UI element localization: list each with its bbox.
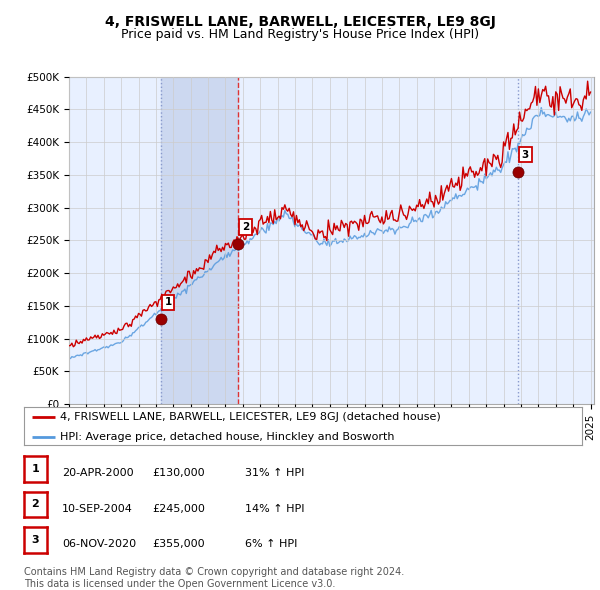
Text: 4, FRISWELL LANE, BARWELL, LEICESTER, LE9 8GJ (detached house): 4, FRISWELL LANE, BARWELL, LEICESTER, LE… <box>60 412 441 422</box>
Text: 10-SEP-2004: 10-SEP-2004 <box>62 504 133 514</box>
Text: 2: 2 <box>242 222 249 232</box>
Text: 1: 1 <box>32 464 39 474</box>
Text: Contains HM Land Registry data © Crown copyright and database right 2024.
This d: Contains HM Land Registry data © Crown c… <box>24 567 404 589</box>
Text: £355,000: £355,000 <box>152 539 205 549</box>
Text: 20-APR-2000: 20-APR-2000 <box>62 468 133 478</box>
Text: 4, FRISWELL LANE, BARWELL, LEICESTER, LE9 8GJ: 4, FRISWELL LANE, BARWELL, LEICESTER, LE… <box>104 15 496 29</box>
Text: 2: 2 <box>32 500 39 509</box>
Text: 14% ↑ HPI: 14% ↑ HPI <box>245 504 304 514</box>
Text: 3: 3 <box>32 535 39 545</box>
Bar <box>161 77 238 404</box>
Text: 6% ↑ HPI: 6% ↑ HPI <box>245 539 297 549</box>
Text: 1: 1 <box>164 297 172 307</box>
Text: £245,000: £245,000 <box>152 504 205 514</box>
Text: £130,000: £130,000 <box>152 468 205 478</box>
Text: Price paid vs. HM Land Registry's House Price Index (HPI): Price paid vs. HM Land Registry's House … <box>121 28 479 41</box>
Text: 31% ↑ HPI: 31% ↑ HPI <box>245 468 304 478</box>
Text: 06-NOV-2020: 06-NOV-2020 <box>62 539 136 549</box>
Text: HPI: Average price, detached house, Hinckley and Bosworth: HPI: Average price, detached house, Hinc… <box>60 432 395 442</box>
Text: 3: 3 <box>522 150 529 160</box>
